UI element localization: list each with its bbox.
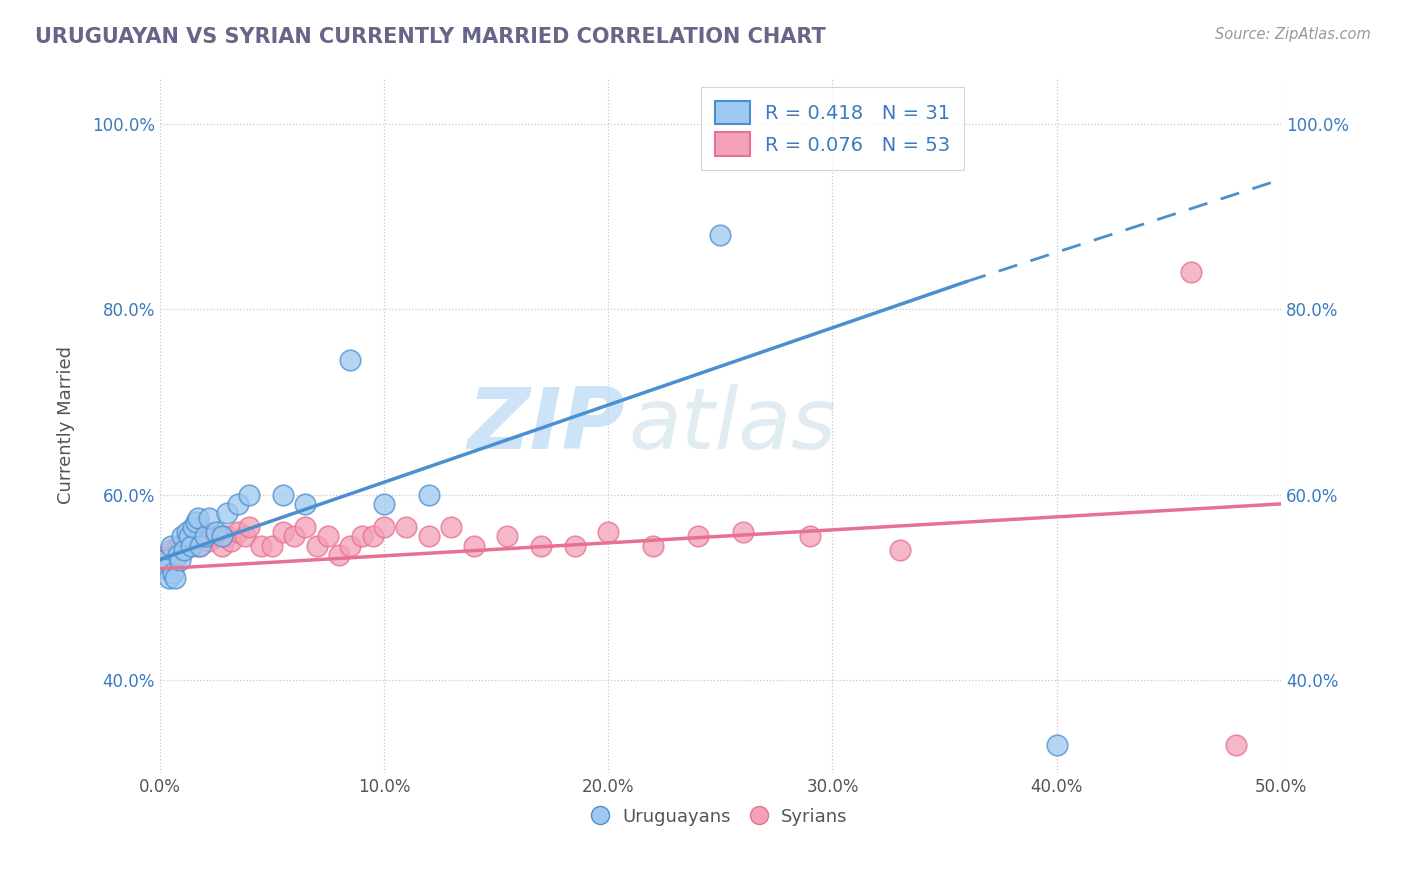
- Point: [283, 529, 305, 543]
- Point: [183, 520, 205, 534]
- Point: [418, 529, 440, 543]
- Point: [598, 524, 620, 539]
- Text: ZIP: ZIP: [467, 384, 626, 467]
- Point: [166, 548, 188, 562]
- Point: [440, 520, 463, 534]
- Point: [184, 516, 207, 530]
- Point: [1180, 265, 1202, 279]
- Point: [211, 529, 233, 543]
- Point: [176, 524, 198, 539]
- Point: [215, 529, 238, 543]
- Point: [260, 539, 283, 553]
- Point: [249, 539, 271, 553]
- Point: [187, 539, 209, 553]
- Point: [160, 539, 183, 553]
- Point: [418, 488, 440, 502]
- Point: [198, 533, 221, 548]
- Point: [211, 539, 233, 553]
- Point: [215, 506, 238, 520]
- Point: [176, 533, 198, 548]
- Y-axis label: Currently Married: Currently Married: [58, 346, 75, 504]
- Legend: Uruguayans, Syrians: Uruguayans, Syrians: [586, 800, 855, 833]
- Point: [530, 539, 553, 553]
- Point: [373, 497, 395, 511]
- Point: [641, 539, 664, 553]
- Point: [177, 539, 200, 553]
- Text: atlas: atlas: [628, 384, 837, 467]
- Point: [153, 552, 176, 566]
- Text: Source: ZipAtlas.com: Source: ZipAtlas.com: [1215, 27, 1371, 42]
- Point: [339, 539, 361, 553]
- Point: [172, 529, 194, 543]
- Text: URUGUAYAN VS SYRIAN CURRENTLY MARRIED CORRELATION CHART: URUGUAYAN VS SYRIAN CURRENTLY MARRIED CO…: [35, 27, 825, 46]
- Point: [889, 543, 911, 558]
- Point: [463, 539, 485, 553]
- Point: [294, 497, 316, 511]
- Point: [180, 539, 202, 553]
- Point: [188, 539, 211, 553]
- Point: [1225, 738, 1247, 752]
- Point: [226, 524, 249, 539]
- Point: [233, 529, 256, 543]
- Point: [155, 548, 177, 562]
- Point: [496, 529, 519, 543]
- Point: [157, 557, 180, 571]
- Point: [238, 520, 260, 534]
- Point: [294, 520, 316, 534]
- Point: [271, 488, 294, 502]
- Point: [226, 497, 249, 511]
- Point: [1046, 738, 1069, 752]
- Point: [564, 539, 586, 553]
- Point: [153, 552, 176, 566]
- Point: [193, 524, 215, 539]
- Point: [395, 520, 418, 534]
- Point: [198, 510, 221, 524]
- Point: [173, 543, 195, 558]
- Point: [187, 510, 209, 524]
- Point: [169, 552, 191, 566]
- Point: [157, 571, 180, 585]
- Point: [183, 533, 205, 548]
- Point: [193, 529, 215, 543]
- Point: [238, 488, 260, 502]
- Point: [169, 543, 191, 558]
- Point: [361, 529, 384, 543]
- Point: [162, 566, 184, 581]
- Point: [799, 529, 821, 543]
- Point: [305, 539, 328, 553]
- Point: [180, 529, 202, 543]
- Point: [271, 524, 294, 539]
- Point: [155, 562, 177, 576]
- Point: [316, 529, 339, 543]
- Point: [184, 529, 207, 543]
- Point: [709, 228, 731, 243]
- Point: [165, 571, 187, 585]
- Point: [339, 353, 361, 368]
- Point: [686, 529, 709, 543]
- Point: [328, 548, 350, 562]
- Point: [177, 529, 200, 543]
- Point: [165, 543, 187, 558]
- Point: [373, 520, 395, 534]
- Point: [160, 543, 183, 558]
- Point: [731, 524, 754, 539]
- Point: [221, 533, 243, 548]
- Point: [172, 539, 194, 553]
- Point: [204, 524, 226, 539]
- Point: [188, 529, 211, 543]
- Point: [162, 548, 184, 562]
- Point: [173, 539, 195, 553]
- Point: [350, 529, 373, 543]
- Point: [204, 529, 226, 543]
- Point: [166, 539, 188, 553]
